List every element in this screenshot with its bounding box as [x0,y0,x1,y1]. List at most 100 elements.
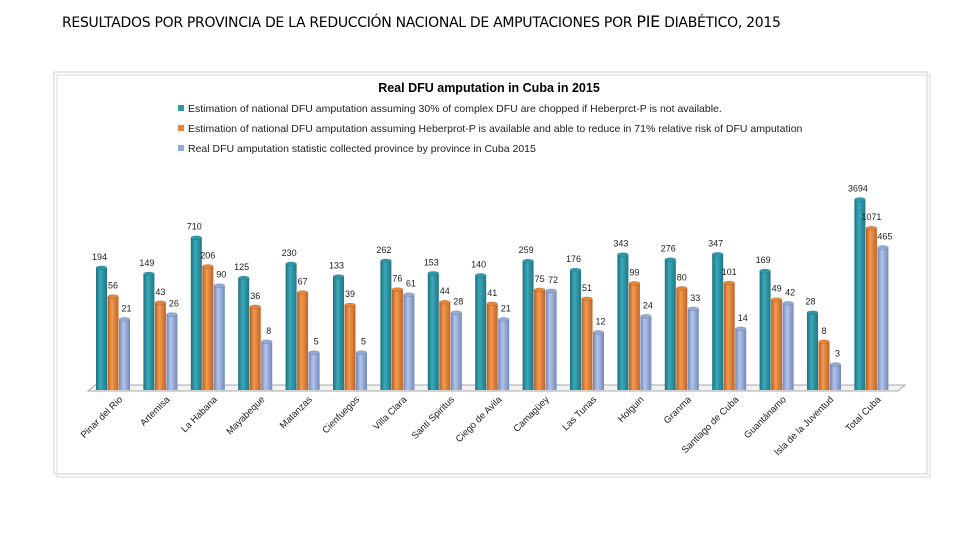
bar-cap [497,317,510,322]
bar-cap [332,274,345,279]
data-label: 75 [535,274,545,284]
data-label: 14 [738,313,748,323]
bar [865,228,877,390]
bar-cap [770,297,783,302]
bar-cap [439,299,451,305]
data-label: 347 [708,238,723,248]
bar [154,302,166,390]
data-label: 5 [361,337,366,347]
bar-cap [865,225,878,231]
data-label: 99 [629,267,639,277]
data-label: 42 [785,287,795,297]
title-text-emphasis: PIE [636,12,660,31]
bar-cap [877,245,889,250]
bar-cap [522,258,534,264]
data-label: 710 [187,222,202,232]
bar [261,341,273,390]
bar [687,308,699,390]
bar-cap [249,304,261,310]
bar [190,237,202,390]
bar-cap [296,290,309,295]
bar-cap [308,350,320,355]
bar [439,302,451,390]
bar-cap [628,281,641,286]
data-label: 169 [756,255,771,265]
bar [427,273,439,390]
data-label: 36 [250,291,260,301]
legend-entry: Estimation of national DFU amputation as… [188,103,722,115]
bar [143,273,155,390]
bar-cap [617,252,629,257]
bar [830,364,841,390]
bar [807,312,818,390]
bar-cap [237,275,250,281]
bar-cap [829,362,842,367]
bar-cap [782,301,794,306]
data-label: 8 [821,326,826,336]
bar-cap [260,339,273,345]
bar-cap [190,235,203,240]
bar-cap [687,306,700,312]
bar [297,292,309,390]
legend: Estimation of national DFU amputation as… [178,103,803,155]
data-label: 43 [155,287,165,297]
legend-swatch [178,145,184,151]
legend-entry: Estimation of national DFU amputation as… [188,123,803,135]
bar [723,282,735,390]
bar [759,271,771,390]
data-label: 343 [613,239,628,249]
bar [771,299,783,390]
legend-swatch [178,105,184,111]
bar [285,263,297,390]
data-label: 276 [661,244,676,254]
data-label: 80 [677,272,687,282]
data-label: 101 [722,267,737,277]
bar [617,254,629,390]
bar [522,261,534,390]
data-label: 26 [169,298,179,308]
data-label: 67 [298,276,308,286]
bar-cap [450,310,463,315]
data-label: 8 [266,326,271,336]
data-label: 21 [501,303,511,313]
bar [166,314,178,390]
bar-cap [569,267,582,273]
bar [119,319,130,390]
bar-cap [581,296,593,302]
bar [534,289,546,390]
bar [213,285,225,390]
bar-cap [118,317,131,322]
bar [450,312,462,390]
bar-cap [818,339,830,345]
bar [475,275,487,390]
bar [344,305,356,390]
page-title: RESULTADOS POR PROVINCIA DE LA REDUCCIÓN… [62,12,781,31]
data-label: 72 [548,275,558,285]
chart-title: Real DFU amputation in Cuba in 2015 [378,81,600,95]
bar-cap [403,292,415,297]
bar [380,260,392,390]
data-label: 33 [690,293,700,303]
bar [640,316,652,390]
bar-cap [355,350,368,355]
data-label: 125 [234,262,249,272]
bar [238,278,250,390]
bar-cap [166,312,178,317]
bar-cap [95,265,108,271]
data-label: 176 [566,254,581,264]
data-label: 56 [108,281,118,291]
bar-cap [474,273,487,278]
bar [96,267,107,390]
bar [570,270,581,390]
data-label: 149 [139,258,154,268]
data-label: 194 [92,252,107,262]
bar [107,296,119,390]
bar-cap [486,301,498,307]
bar-cap [734,326,747,332]
bar [581,298,593,390]
bar-cap [427,271,440,276]
bar [333,276,344,390]
data-label: 262 [376,245,391,255]
data-label: 230 [282,248,297,258]
